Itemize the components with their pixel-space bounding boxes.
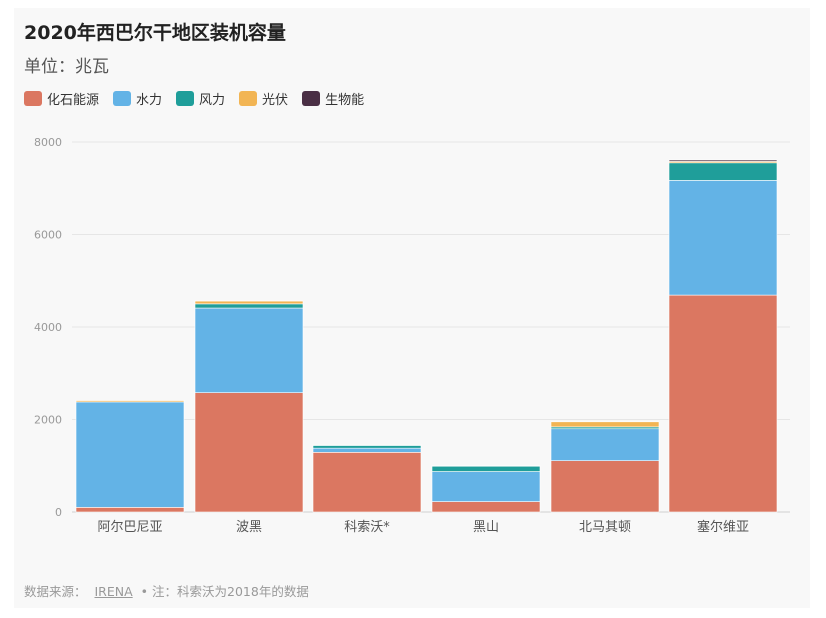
x-tick-label: 波黑 (236, 520, 262, 535)
bar-segment[interactable] (75, 507, 185, 513)
legend-item-hydro[interactable]: 水力 (113, 89, 162, 108)
chart-title: 2020年西巴尔干地区装机容量 (24, 22, 286, 44)
legend-label: 光伏 (262, 93, 289, 108)
bar-segment[interactable] (75, 401, 185, 508)
x-tick-label: 塞尔维亚 (697, 519, 749, 535)
source-note: 数据来源： IRENA • 注：科索沃为2018年的数据 (24, 581, 309, 600)
legend-swatch (24, 91, 42, 106)
bar-segment[interactable] (194, 392, 304, 513)
bar-segment[interactable] (431, 465, 541, 472)
chart-subtitle: 单位：兆瓦 (24, 57, 109, 77)
y-tick-label: 0 (55, 506, 62, 519)
x-tick-label: 北马其顿 (579, 520, 631, 535)
legend-label: 化石能源 (47, 93, 100, 108)
bar-segment[interactable] (550, 428, 660, 461)
legend-swatch (113, 91, 132, 106)
bar-segment[interactable] (668, 180, 778, 296)
legend: 化石能源 水力 风力 光伏 生物能 (24, 89, 364, 108)
legend-item-fossil[interactable]: 化石能源 (24, 89, 99, 108)
legend-item-solar[interactable]: 光伏 (239, 89, 288, 108)
legend-item-wind[interactable]: 风力 (176, 89, 225, 108)
source-link[interactable]: IRENA (94, 584, 133, 599)
bar-segment[interactable] (668, 162, 778, 181)
y-tick-label: 4000 (34, 321, 62, 334)
x-tick-label: 阿尔巴尼亚 (97, 520, 162, 535)
bar-segment[interactable] (550, 421, 660, 428)
bar-segment[interactable] (312, 445, 422, 449)
y-tick-label: 8000 (34, 136, 62, 149)
x-tick-label: 黑山 (473, 520, 499, 535)
y-tick-label: 6000 (34, 229, 62, 242)
legend-label: 风力 (199, 93, 226, 108)
y-tick-label: 2000 (34, 414, 62, 427)
legend-swatch (239, 91, 258, 106)
bar-segment[interactable] (312, 444, 422, 446)
bar-segment[interactable] (75, 400, 185, 403)
legend-label: 水力 (136, 93, 163, 108)
source-prefix: 数据来源： (24, 584, 87, 599)
bar-segment[interactable] (194, 300, 304, 305)
legend-item-bio[interactable]: 生物能 (302, 89, 364, 108)
bar-segment[interactable] (194, 307, 304, 393)
bar-segment[interactable] (431, 471, 541, 502)
bar-segment[interactable] (668, 294, 778, 513)
bar-segment[interactable] (312, 452, 422, 513)
legend-swatch (302, 91, 321, 106)
legend-swatch (176, 91, 195, 106)
bar-segment[interactable] (194, 303, 304, 309)
bar-segment[interactable] (550, 460, 660, 513)
source-note-text: • 注：科索沃为2018年的数据 (140, 584, 309, 599)
x-tick-label: 科索沃* (344, 520, 390, 535)
bar-segment[interactable] (431, 501, 541, 513)
legend-label: 生物能 (325, 93, 365, 108)
bar-segment[interactable] (431, 465, 541, 467)
bar-segment[interactable] (668, 159, 778, 162)
bar-segment[interactable] (312, 447, 422, 453)
